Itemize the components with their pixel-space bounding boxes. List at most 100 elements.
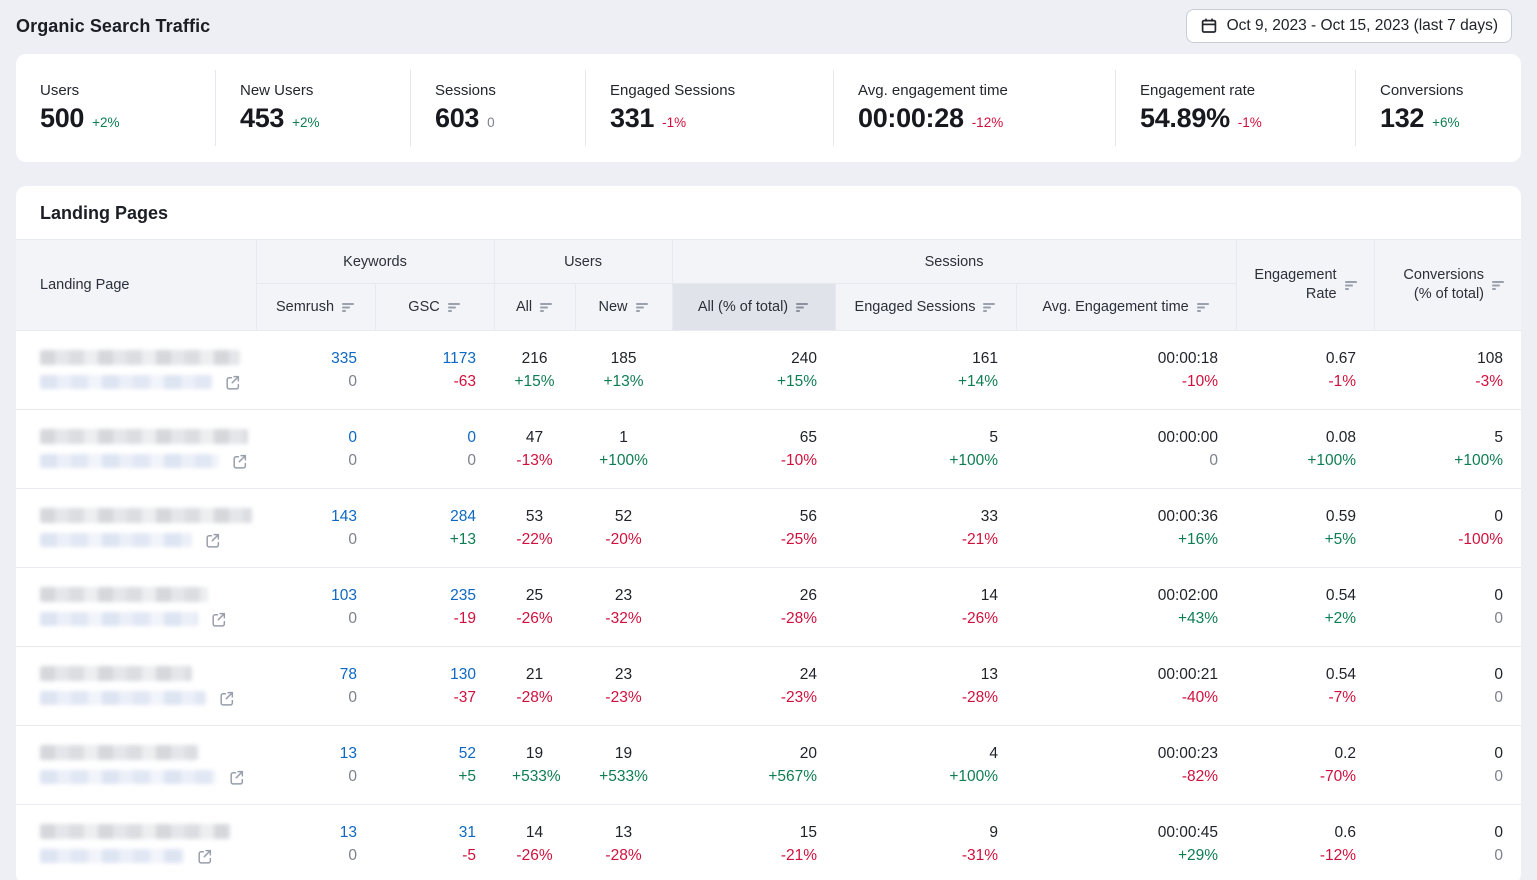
engagement-rate-cell: 0.08 +100% — [1236, 409, 1375, 489]
external-link-icon[interactable] — [218, 690, 235, 707]
semrush-keywords-cell: 335 0 — [256, 330, 375, 410]
gsc-keywords-link[interactable]: 31 — [458, 824, 477, 842]
external-link-icon[interactable] — [196, 848, 213, 865]
page-title: Organic Search Traffic — [16, 15, 211, 36]
column-header-conversions[interactable]: Conversions (% of total) — [1373, 239, 1521, 331]
landing-page-cell[interactable] — [16, 330, 256, 410]
external-link-icon[interactable] — [231, 453, 248, 470]
column-header-engaged-sessions[interactable]: Engaged Sessions — [834, 283, 1017, 331]
external-link-icon[interactable] — [210, 611, 227, 628]
delta: -7% — [1328, 689, 1357, 706]
delta: -26% — [516, 610, 553, 627]
value: 19 — [614, 745, 633, 762]
date-range-picker[interactable]: Oct 9, 2023 - Oct 15, 2023 (last 7 days) — [1185, 9, 1512, 43]
value: 00:02:00 — [1157, 587, 1219, 604]
users-all-cell: 14 -26% — [494, 805, 575, 880]
gsc-keywords-link[interactable]: 284 — [450, 508, 477, 525]
sort-icon — [635, 303, 648, 312]
users-all-cell: 25 -26% — [494, 567, 576, 647]
value: 25 — [525, 587, 544, 604]
landing-page-cell[interactable] — [16, 409, 256, 489]
engaged-sessions-cell: 5 +100% — [835, 409, 1017, 489]
blurred-page-title — [40, 428, 248, 444]
external-link-icon[interactable] — [224, 374, 241, 391]
landing-page-cell[interactable] — [16, 646, 256, 726]
value: 216 — [521, 350, 548, 367]
blurred-page-url — [40, 770, 216, 784]
gsc-keywords-cell: 31 -5 — [375, 805, 494, 880]
gsc-keywords-link[interactable]: 52 — [458, 745, 477, 762]
value: 185 — [610, 350, 637, 367]
delta: +100% — [599, 452, 648, 469]
table-row: 0 0 0 0 47 -13% 1 +100% 65 -10% 5 +100% … — [16, 409, 1521, 489]
column-header-engagement-rate[interactable]: Engagement Rate — [1235, 239, 1375, 331]
delta: -20% — [605, 531, 642, 548]
landing-pages-card: Landing Pages Landing Page Keywords User… — [16, 186, 1521, 880]
sessions-all-cell: 24 -23% — [672, 646, 836, 726]
delta: 0 — [1494, 689, 1503, 706]
landing-page-cell[interactable] — [16, 567, 256, 647]
semrush-keywords-link[interactable]: 78 — [339, 666, 357, 683]
stat-label: Users — [40, 82, 80, 99]
landing-page-cell[interactable] — [16, 725, 256, 805]
stat-label: Engagement rate — [1140, 82, 1256, 99]
landing-page-cell[interactable] — [16, 488, 256, 568]
delta: 0 — [348, 610, 357, 627]
sort-icon — [540, 303, 553, 312]
column-header-avg-engagement-time[interactable]: Avg. Engagement time — [1015, 283, 1237, 331]
semrush-keywords-link[interactable]: 0 — [348, 429, 357, 446]
delta: -10% — [1181, 373, 1219, 390]
value: 20 — [799, 745, 818, 762]
value: 14 — [980, 587, 999, 604]
delta: +533% — [599, 768, 648, 785]
delta: +100% — [1454, 452, 1503, 469]
delta: +533% — [512, 768, 561, 785]
blurred-page-url — [40, 533, 192, 547]
avg-engagement-time-cell: 00:00:21 -40% — [1016, 646, 1237, 726]
delta: 0 — [467, 452, 477, 469]
semrush-keywords-link[interactable]: 335 — [331, 350, 357, 367]
column-header-semrush[interactable]: Semrush — [256, 283, 376, 331]
delta: 0 — [348, 689, 357, 706]
value: 00:00:21 — [1157, 666, 1219, 683]
delta: -13% — [516, 452, 553, 469]
column-header-gsc[interactable]: GSC — [374, 283, 495, 331]
avg-engagement-time-cell: 00:00:45 +29% — [1016, 805, 1236, 880]
avg-engagement-time-cell: 00:02:00 +43% — [1016, 567, 1237, 647]
delta: -82% — [1181, 768, 1219, 785]
engaged-sessions-cell: 9 -31% — [835, 805, 1016, 880]
users-new-cell: 1 +100% — [575, 409, 673, 489]
value: 00:00:18 — [1157, 350, 1219, 367]
semrush-keywords-link[interactable]: 13 — [339, 745, 357, 762]
stat-item: Engaged Sessions 331 -1% — [585, 70, 833, 146]
gsc-keywords-link[interactable]: 235 — [450, 587, 477, 604]
delta: -5 — [462, 847, 477, 865]
value: 0.54 — [1325, 666, 1357, 683]
gsc-keywords-link[interactable]: 0 — [467, 429, 477, 446]
gsc-keywords-cell: 284 +13 — [375, 488, 495, 568]
semrush-keywords-cell: 78 0 — [256, 646, 375, 726]
delta: -23% — [780, 689, 818, 706]
conversions-cell: 0 0 — [1374, 805, 1521, 880]
stat-item: Users 500 +2% — [16, 70, 215, 146]
external-link-icon[interactable] — [204, 532, 221, 549]
column-header-users-new[interactable]: New — [574, 283, 673, 331]
column-header-users-all[interactable]: All — [493, 283, 576, 331]
delta: +29% — [1177, 847, 1219, 865]
delta: +100% — [1307, 452, 1357, 469]
semrush-keywords-link[interactable]: 103 — [331, 587, 357, 604]
landing-page-cell[interactable] — [16, 805, 256, 880]
avg-engagement-time-cell: 00:00:00 0 — [1016, 409, 1237, 489]
sessions-all-cell: 26 -28% — [672, 567, 836, 647]
gsc-keywords-link[interactable]: 1173 — [442, 350, 477, 367]
semrush-keywords-link[interactable]: 13 — [339, 824, 357, 842]
sessions-all-cell: 56 -25% — [672, 488, 836, 568]
column-header-sessions-all[interactable]: All (% of total) — [671, 283, 836, 331]
gsc-keywords-link[interactable]: 130 — [450, 666, 477, 683]
conversions-cell: 108 -3% — [1374, 330, 1521, 410]
engagement-rate-cell: 0.2 -70% — [1236, 725, 1375, 805]
semrush-keywords-link[interactable]: 143 — [331, 508, 357, 525]
stat-value: 453 — [240, 103, 285, 133]
delta: -1% — [1328, 373, 1357, 390]
external-link-icon[interactable] — [228, 769, 245, 786]
